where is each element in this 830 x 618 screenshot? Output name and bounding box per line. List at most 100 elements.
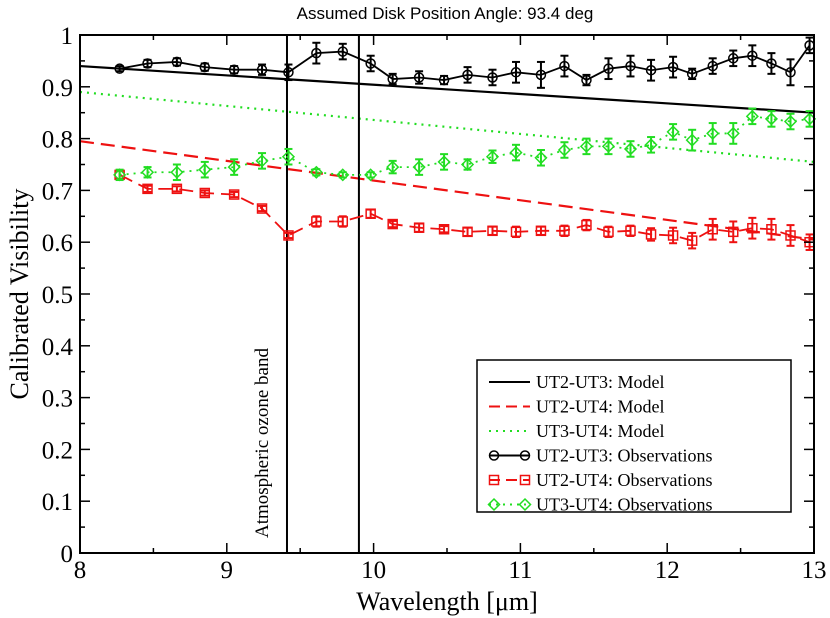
data-point [706, 126, 720, 140]
legend-label-2: UT2-UT4: Model [536, 397, 664, 417]
data-point [311, 216, 322, 227]
legend-marker-5b [519, 474, 531, 486]
data-point [171, 56, 183, 68]
legend-box [476, 359, 792, 513]
model-line-2 [79, 140, 815, 241]
y-axis-label: Calibrated Visibility [5, 189, 34, 400]
data-point [228, 189, 240, 200]
y-tick-label: 0.8 [42, 127, 73, 154]
data-point [766, 224, 777, 235]
data-point [764, 112, 778, 126]
x-tick-label: 12 [655, 557, 680, 584]
legend-marker-6 [487, 497, 501, 512]
series-3 [113, 107, 817, 182]
data-point [745, 109, 759, 123]
model-line-3 [79, 90, 815, 164]
data-point [281, 150, 296, 164]
legend-marker-4 [488, 450, 500, 461]
legend-marker-5 [488, 474, 500, 486]
data-point [487, 225, 498, 237]
data-point [337, 216, 349, 227]
data-point [644, 138, 658, 152]
x-axis-label: Wavelength [μm] [356, 587, 538, 616]
y-tick-label: 0.4 [42, 334, 74, 361]
data-point [142, 58, 153, 69]
legend-label-6: UT3-UT4: Observations [536, 495, 712, 515]
data-point [255, 154, 269, 168]
data-point [256, 64, 268, 75]
data-point [510, 67, 522, 78]
model-line-1 [79, 64, 815, 114]
data-point [283, 67, 294, 78]
data-point [198, 163, 212, 177]
legend-marker-6b [518, 497, 532, 512]
data-point [438, 224, 450, 235]
data-point [766, 58, 777, 69]
data-point [387, 218, 398, 230]
chart-title: Assumed Disk Position Angle: 93.4 deg [297, 4, 594, 23]
y-tick-label: 0.5 [42, 282, 73, 309]
y-tick-label: 0.1 [42, 489, 73, 516]
data-point [437, 155, 451, 169]
x-tick-label: 9 [221, 557, 234, 584]
series-2-line [119, 174, 810, 244]
data-point [726, 126, 740, 140]
x-tick-label: 8 [74, 557, 87, 584]
legend-label-3: UT3-UT4: Model [536, 421, 664, 441]
data-point [199, 187, 211, 199]
data-point [667, 230, 679, 241]
data-point [747, 50, 758, 61]
data-point [601, 139, 616, 153]
data-point [666, 125, 680, 139]
data-point [645, 229, 657, 240]
data-point [412, 160, 426, 174]
data-point [728, 53, 739, 64]
data-point [140, 165, 155, 179]
legend-marker-4b [519, 450, 531, 461]
data-point [311, 47, 322, 59]
data-point [625, 60, 636, 72]
data-point [460, 157, 475, 172]
data-point [413, 222, 425, 233]
y-tick-label: 0.7 [42, 178, 73, 205]
data-point [364, 168, 378, 182]
data-point [337, 46, 349, 57]
data-point [170, 165, 184, 179]
data-point [462, 226, 473, 238]
data-point [386, 160, 400, 174]
data-point [557, 143, 572, 157]
data-point [785, 230, 796, 241]
y-tick-label: 0 [61, 541, 74, 568]
data-point [114, 63, 125, 74]
legend-label-5: UT2-UT4: Observations [536, 470, 712, 490]
data-point [462, 69, 473, 81]
data-point [510, 226, 522, 238]
data-point [413, 72, 425, 83]
axes: 8 9 10 11 12 13 0 0.1 0.2 0.3 0.4 0.5 0.6 0.7 0.8 0.9 1 [42, 23, 827, 584]
data-point [747, 222, 758, 234]
data-point [227, 160, 241, 174]
y-tick-label: 0.2 [42, 437, 73, 464]
y-tick-label: 0.6 [42, 230, 73, 257]
data-point [509, 146, 523, 160]
data-point [485, 150, 500, 164]
data-point [783, 114, 798, 129]
legend: UT2-UT3: Model UT2-UT4: Model UT3-UT4: Mod… [476, 359, 792, 515]
data-point [686, 235, 698, 246]
data-point [707, 60, 718, 72]
data-point [579, 139, 594, 153]
y-tick-label: 1 [61, 23, 74, 50]
data-point [785, 67, 796, 78]
data-point [256, 203, 268, 214]
data-point [171, 183, 183, 195]
data-point [309, 165, 323, 179]
x-tick-label: 10 [361, 557, 386, 584]
y-tick-label: 0.3 [42, 386, 73, 413]
data-point [581, 74, 592, 86]
series-1 [114, 36, 815, 89]
x-tick-label: 11 [508, 557, 532, 584]
data-point [535, 69, 547, 81]
data-point [283, 230, 294, 241]
data-point [559, 225, 570, 237]
